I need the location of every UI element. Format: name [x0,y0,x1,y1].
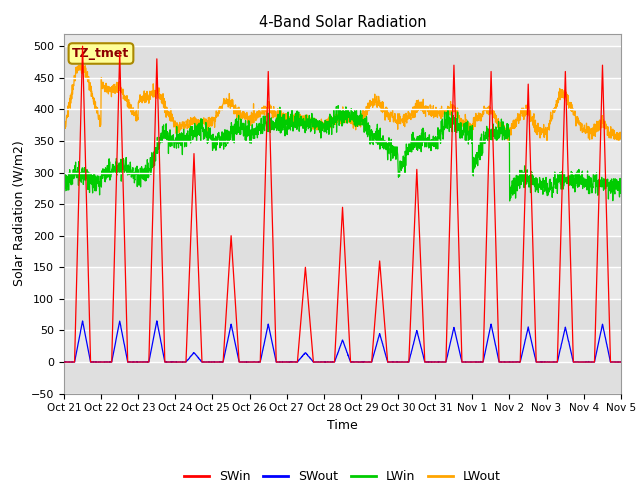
LWout [504,135,512,141]
SWout [505,359,513,365]
LWout [617,134,625,140]
Bar [64,236,621,267]
SWout [359,359,367,365]
LWin [216,137,223,143]
SWin [60,359,68,365]
Bar [64,78,621,109]
Bar [64,172,621,204]
LWin [359,118,367,123]
Bar [64,267,621,299]
LWin [506,198,513,204]
LWout [75,62,83,68]
Bar [64,109,621,141]
SWout [60,359,68,365]
LWout [359,111,367,117]
SWout [60,359,68,365]
LWin [60,182,68,188]
Line: LWin: LWin [64,106,621,201]
Text: TZ_tmet: TZ_tmet [72,47,130,60]
LWin [617,184,625,190]
Bar [64,330,621,362]
Title: 4-Band Solar Radiation: 4-Band Solar Radiation [259,15,426,30]
LWout [60,132,68,138]
SWout [584,359,591,365]
Line: SWin: SWin [64,46,621,362]
LWin [371,134,379,140]
Bar [64,204,621,236]
SWout [617,359,625,365]
SWin [617,359,625,365]
LWout [568,108,576,114]
SWout [153,318,161,324]
SWout [371,348,379,353]
X-axis label: Time: Time [327,419,358,432]
Bar [64,299,621,330]
LWin [584,168,591,174]
LWin [504,133,512,139]
LWin [334,103,342,108]
LWout [371,91,379,97]
SWin [504,359,512,365]
Line: LWout: LWout [64,65,621,143]
SWin [216,359,223,365]
SWin [568,303,575,309]
Bar [64,46,621,78]
SWout [568,353,576,359]
LWout [216,109,223,115]
Bar [64,141,621,172]
SWin [79,43,86,49]
LWout [506,140,513,145]
LWin [568,183,576,189]
SWout [216,359,223,365]
SWin [584,359,591,365]
Legend: SWin, SWout, LWin, LWout: SWin, SWout, LWin, LWout [179,465,506,480]
SWin [359,359,367,365]
Y-axis label: Solar Radiation (W/m2): Solar Radiation (W/m2) [12,141,26,287]
Bar [64,362,621,394]
Line: SWout: SWout [64,321,621,362]
SWin [371,320,379,326]
LWout [584,126,591,132]
